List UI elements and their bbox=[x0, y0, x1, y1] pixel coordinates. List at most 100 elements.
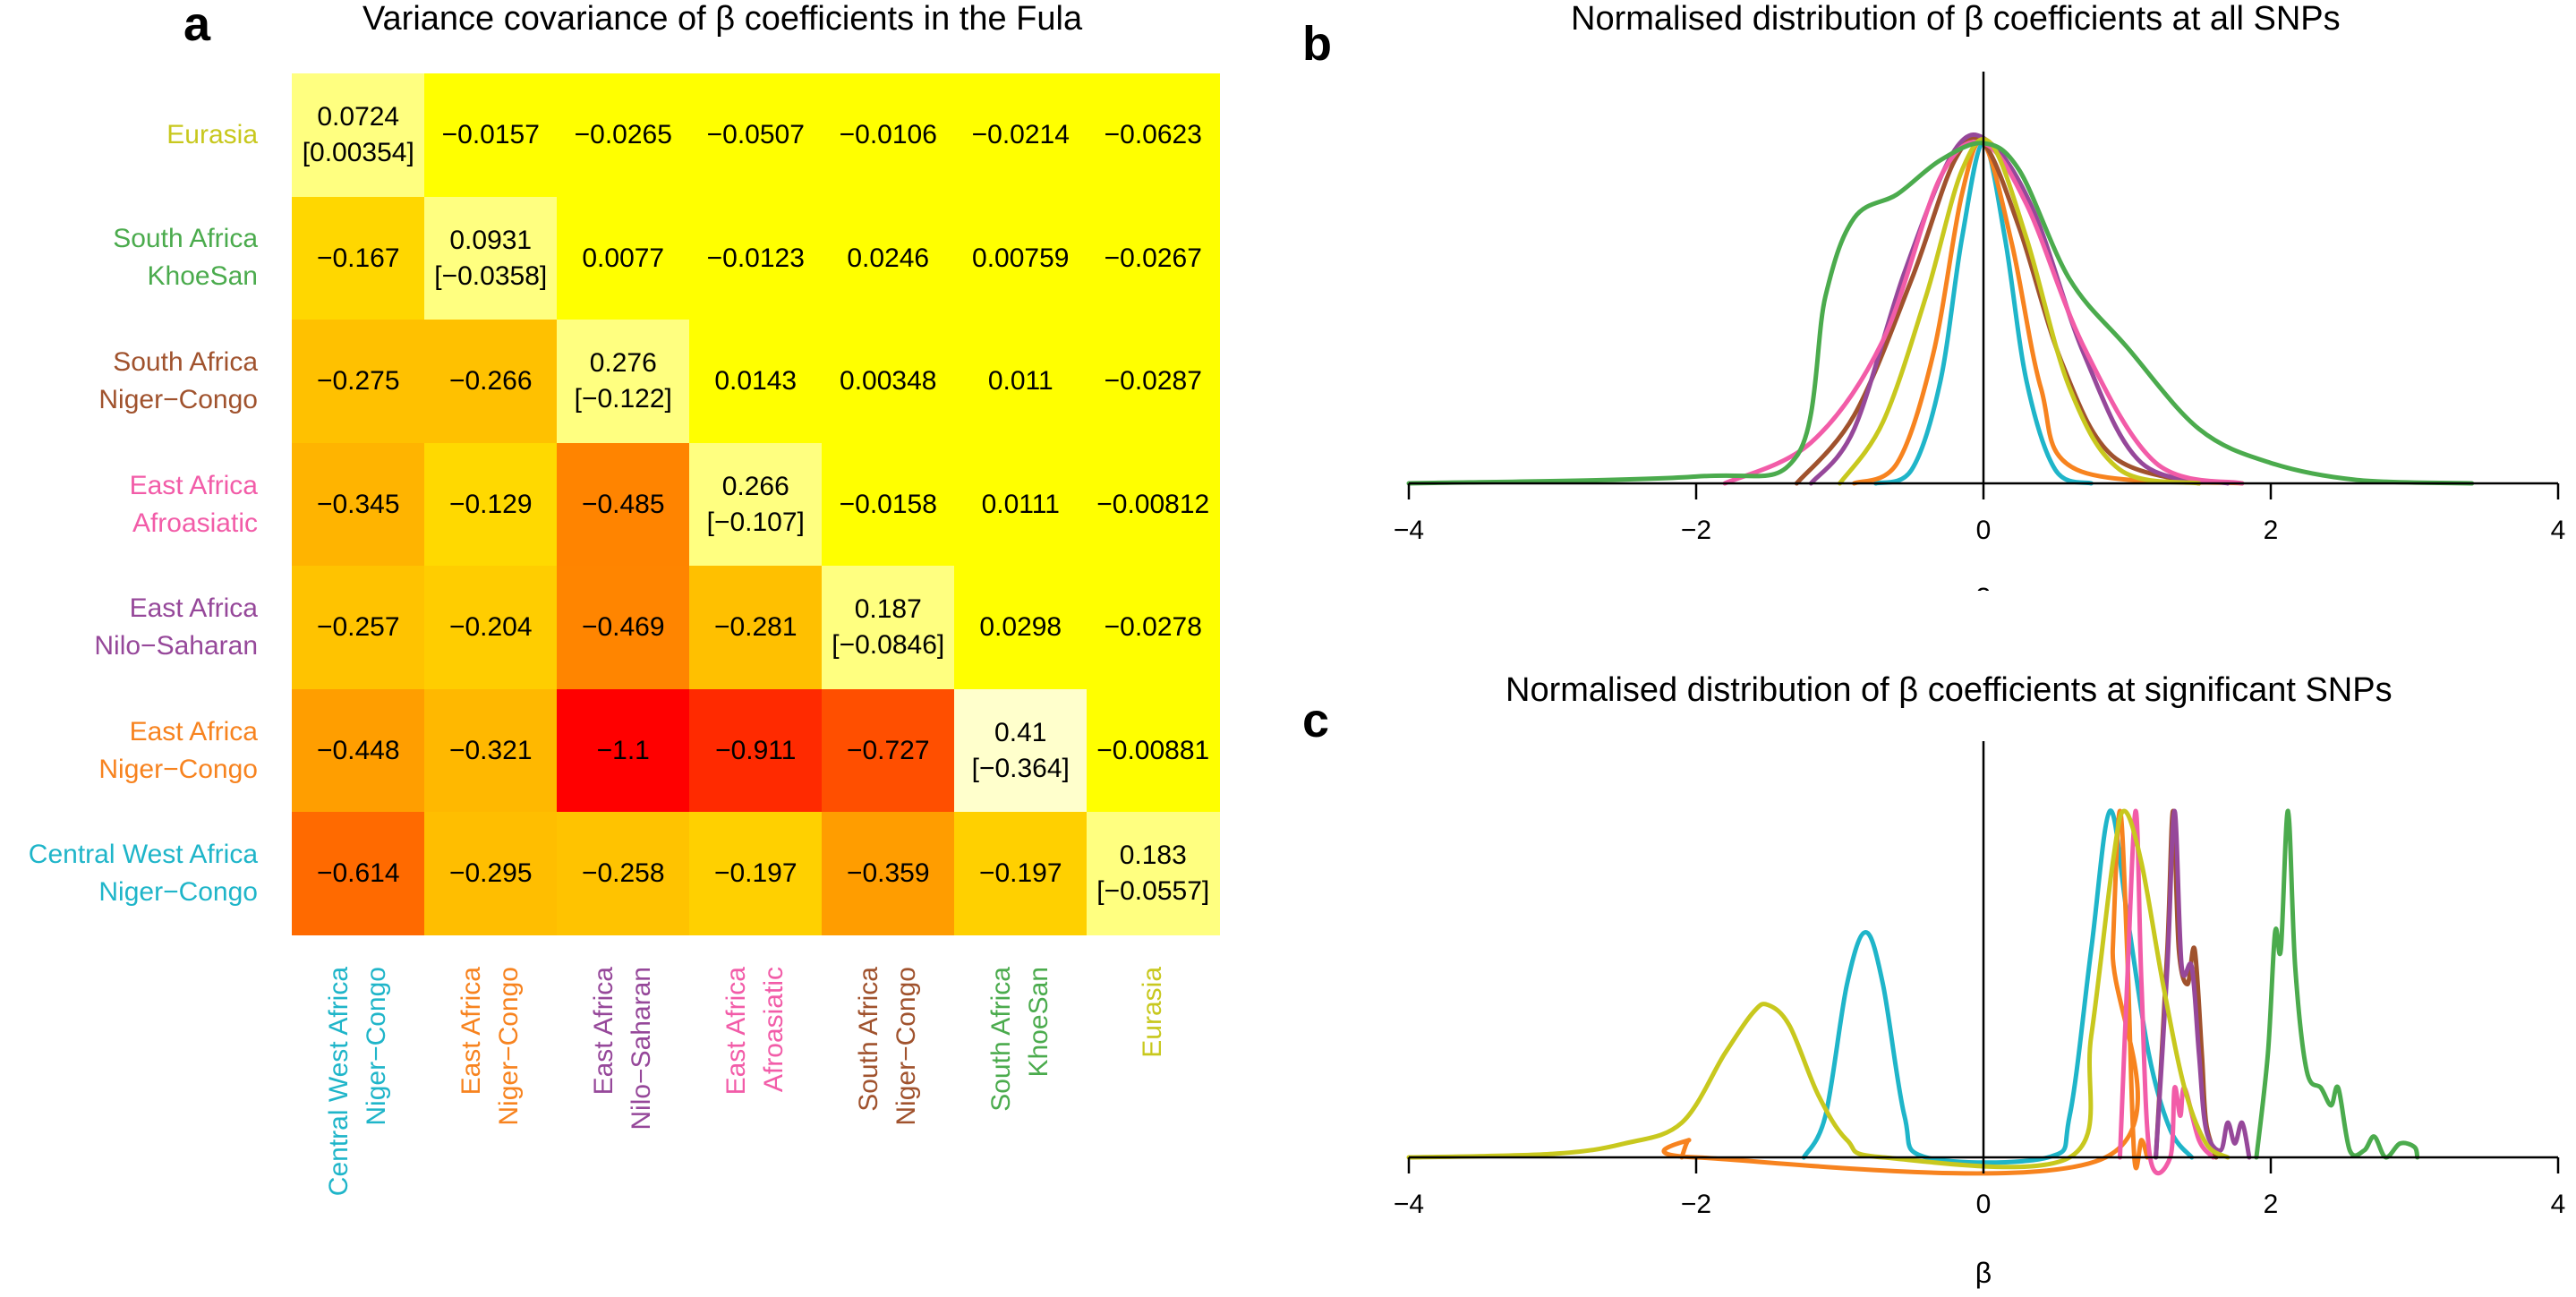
col-label-line: East Africa bbox=[589, 967, 618, 1096]
heatmap-cell-bracket: [−0.0557] bbox=[1096, 876, 1210, 907]
heatmap-cell: 0.0246 bbox=[822, 196, 955, 320]
heatmap-cell-value: −0.00812 bbox=[1096, 489, 1210, 519]
heatmap-cell: −0.0214 bbox=[954, 73, 1088, 198]
heatmap-cell-value: 0.0111 bbox=[981, 489, 1060, 519]
col-label-line: East Africa bbox=[721, 967, 751, 1096]
heatmap-cell: −0.0623 bbox=[1087, 73, 1220, 198]
x-tick-label: −4 bbox=[1394, 1190, 1424, 1219]
density-curve-cwa bbox=[1801, 808, 2195, 1165]
heatmap-cell: 0.0111 bbox=[954, 442, 1088, 567]
density-sig-title: Normalised distribution of β coefficient… bbox=[1506, 671, 2393, 709]
heatmap-cell-value: 0.0298 bbox=[979, 612, 1062, 643]
heatmap-cell: 0.011 bbox=[954, 320, 1088, 444]
heatmap-cell-bracket: [−0.107] bbox=[706, 507, 805, 537]
heatmap-cell-value: −0.0158 bbox=[839, 489, 937, 519]
heatmap-cell: −0.266 bbox=[424, 320, 558, 444]
heatmap-cell: −0.275 bbox=[292, 320, 425, 444]
heatmap-cell: −0.345 bbox=[292, 442, 425, 567]
x-tick-label: 2 bbox=[2264, 1190, 2279, 1219]
density-all-plot: −4 −2 0 2 4 β bbox=[1394, 72, 2565, 591]
heatmap-cell-value: −0.911 bbox=[715, 735, 797, 765]
heatmap-cell: −0.204 bbox=[424, 566, 558, 690]
density-curve-khoe bbox=[1406, 141, 2475, 486]
heatmap-cell: −0.485 bbox=[557, 442, 690, 567]
heatmap-cell: −0.129 bbox=[424, 442, 558, 567]
heatmap-cell: −0.295 bbox=[424, 812, 558, 936]
col-label-line: Nilo−Saharan bbox=[627, 967, 656, 1131]
heatmap-cell: −0.167 bbox=[292, 196, 425, 320]
heatmap-cell-value: −0.258 bbox=[581, 858, 665, 889]
heatmap-cell: −0.911 bbox=[689, 688, 823, 813]
heatmap-cell-value: −0.0265 bbox=[574, 120, 672, 150]
heatmap-cell-value: −1.1 bbox=[596, 735, 650, 765]
heatmap-cell-value: 0.011 bbox=[987, 366, 1053, 397]
heatmap-cell: 0.183 [−0.0557] bbox=[1087, 812, 1220, 936]
col-label-line: Eurasia bbox=[1138, 967, 1167, 1058]
heatmap-cell: −0.258 bbox=[557, 812, 690, 936]
x-axis-label: β bbox=[1975, 583, 1992, 591]
heatmap-cell: −0.469 bbox=[557, 566, 690, 690]
col-label-line: South Africa bbox=[854, 967, 883, 1112]
heatmap-cell-value: −0.345 bbox=[316, 489, 400, 519]
panel-letter-c: c bbox=[1302, 694, 1330, 747]
row-label-line: Central West Africa bbox=[28, 840, 258, 870]
heatmap-cell-value: −0.727 bbox=[846, 735, 930, 765]
heatmap-cell-value: 0.00759 bbox=[972, 243, 1070, 273]
heatmap-cell: −0.614 bbox=[292, 812, 425, 936]
row-label-line: East Africa bbox=[129, 593, 258, 624]
x-tick-label: 4 bbox=[2551, 1190, 2566, 1219]
heatmap-cell: −0.359 bbox=[822, 812, 955, 936]
heatmap-cell-value: 0.41 bbox=[994, 717, 1047, 747]
density-curve-khoe bbox=[2254, 808, 2420, 1160]
row-label-line: KhoeSan bbox=[147, 261, 258, 292]
heatmap-cell-value: −0.204 bbox=[448, 612, 533, 643]
heatmap-row-label: South Africa KhoeSan bbox=[113, 220, 258, 295]
heatmap-cell-value: 0.276 bbox=[589, 348, 657, 379]
heatmap-cell: −0.0123 bbox=[689, 196, 823, 320]
heatmap-cell-value: −0.00881 bbox=[1096, 735, 1210, 765]
row-label-line: Nilo−Saharan bbox=[94, 631, 258, 661]
heatmap-cell-value: −0.0278 bbox=[1104, 612, 1202, 643]
heatmap-cell-value: −0.614 bbox=[316, 858, 400, 889]
row-label-line: South Africa bbox=[113, 224, 258, 254]
heatmap-cell-value: −0.295 bbox=[448, 858, 533, 889]
heatmap-cell: 0.266 [−0.107] bbox=[689, 442, 823, 567]
heatmap-cell: −0.281 bbox=[689, 566, 823, 690]
heatmap-cell-value: −0.469 bbox=[581, 612, 665, 643]
heatmap-cell: −0.0507 bbox=[689, 73, 823, 198]
heatmap-cell: −1.1 bbox=[557, 688, 690, 813]
heatmap-col-label: Central West Africa Niger−Congo bbox=[320, 967, 396, 1235]
heatmap-cell: −0.257 bbox=[292, 566, 425, 690]
heatmap-cell-value: 0.187 bbox=[854, 594, 922, 625]
heatmap-cell-value: −0.257 bbox=[316, 612, 400, 643]
col-label-line: Niger−Congo bbox=[494, 967, 524, 1126]
heatmap-cell: −0.448 bbox=[292, 688, 425, 813]
heatmap-cell-value: 0.0931 bbox=[449, 225, 533, 255]
row-label-line: Afroasiatic bbox=[132, 508, 258, 538]
heatmap-cell-value: −0.359 bbox=[846, 858, 930, 889]
heatmap-cell: −0.197 bbox=[954, 812, 1088, 936]
heatmap-cell-value: −0.197 bbox=[978, 858, 1062, 889]
col-label-line: South Africa bbox=[986, 967, 1016, 1112]
heatmap-row-label: East Africa Afroasiatic bbox=[130, 467, 258, 542]
heatmap-col-label: Eurasia bbox=[1134, 967, 1172, 1235]
heatmap-row-label: East Africa Nilo−Saharan bbox=[94, 590, 258, 665]
heatmap-cell: −0.0265 bbox=[557, 73, 690, 198]
heatmap-cell-value: −0.0267 bbox=[1104, 243, 1202, 273]
heatmap-cell: 0.187 [−0.0846] bbox=[822, 566, 955, 690]
heatmap-cell: 0.41 [−0.364] bbox=[954, 688, 1088, 813]
heatmap-cell-bracket: [−0.0846] bbox=[832, 630, 945, 661]
heatmap-cell-value: −0.0507 bbox=[706, 120, 805, 150]
heatmap-cell: 0.0298 bbox=[954, 566, 1088, 690]
heatmap-col-label: East Africa Niger−Congo bbox=[453, 967, 528, 1235]
heatmap-cell-value: −0.197 bbox=[713, 858, 798, 889]
heatmap-cell-value: −0.0123 bbox=[706, 243, 805, 273]
x-tick-label: 0 bbox=[1976, 516, 1992, 545]
heatmap-cell: 0.276 [−0.122] bbox=[557, 320, 690, 444]
heatmap-cell-value: −0.0623 bbox=[1104, 120, 1202, 150]
heatmap-cell: 0.0143 bbox=[689, 320, 823, 444]
x-tick-label: −2 bbox=[1681, 516, 1711, 545]
heatmap-cell-value: −0.281 bbox=[713, 612, 798, 643]
heatmap-cell: 0.00759 bbox=[954, 196, 1088, 320]
heatmap-cell-value: −0.0287 bbox=[1104, 366, 1202, 397]
